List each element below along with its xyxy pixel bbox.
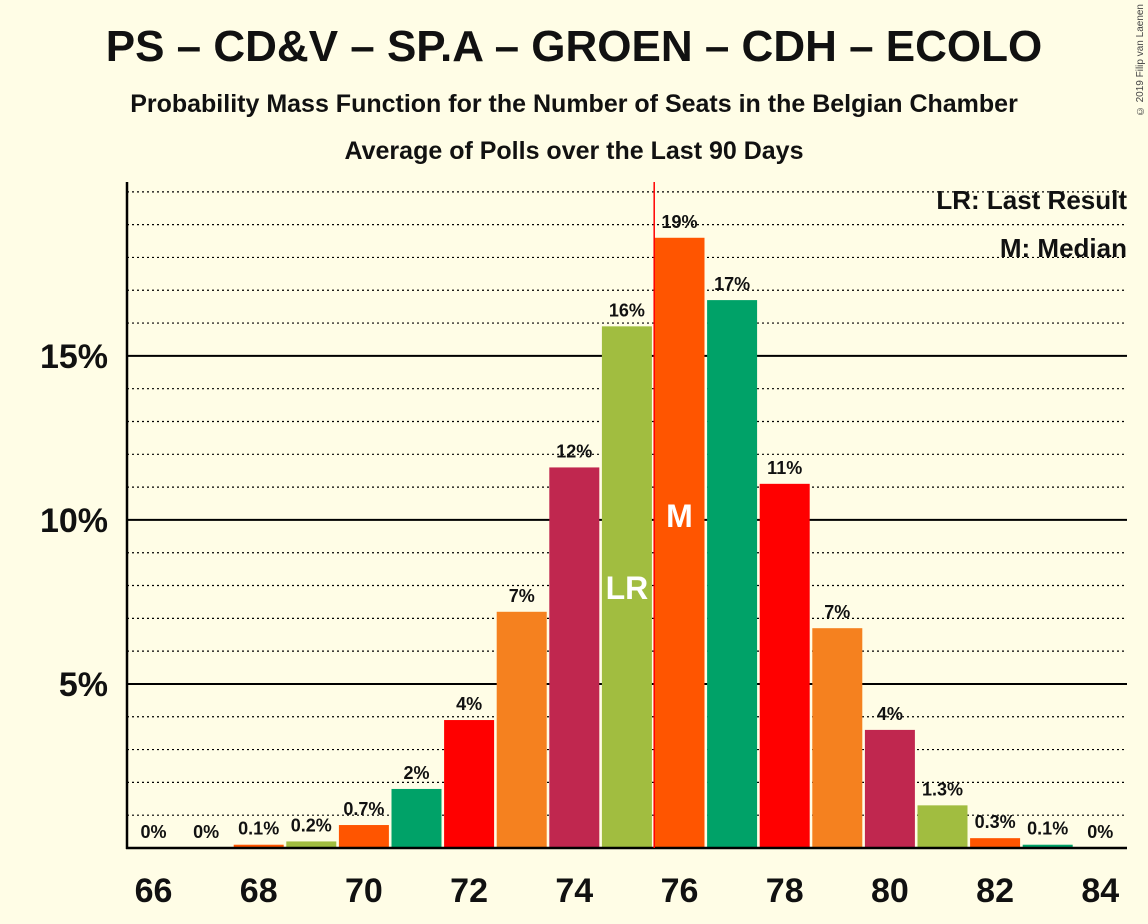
bar	[286, 841, 337, 848]
y-tick-label: 15%	[40, 338, 108, 376]
x-tick-label: 82	[976, 872, 1014, 910]
y-tick-label: 5%	[59, 666, 108, 704]
x-tick-label: 84	[1081, 872, 1119, 910]
markers: LR M	[606, 182, 693, 848]
x-tick-label: 72	[450, 872, 488, 910]
x-tick-label: 78	[766, 872, 804, 910]
bar	[707, 300, 758, 848]
bar-value-label: 4%	[877, 704, 903, 724]
bar-value-label: 16%	[609, 300, 645, 320]
x-tick-label: 74	[555, 872, 593, 910]
median-marker: M	[666, 498, 693, 534]
bar	[812, 628, 863, 848]
chart-subtitle: Probability Mass Function for the Number…	[130, 90, 1018, 118]
bar-value-label: 4%	[456, 694, 482, 714]
bar	[970, 838, 1021, 848]
last-result-marker: LR	[606, 570, 649, 606]
bar-value-label: 0%	[140, 822, 166, 842]
chart-title: PS – CD&V – SP.A – GROEN – CDH – ECOLO	[105, 22, 1043, 71]
bars	[233, 237, 1073, 849]
bar	[601, 326, 652, 848]
axes	[125, 182, 1127, 850]
bar	[391, 788, 442, 848]
bar	[864, 729, 915, 848]
bar-value-label: 12%	[556, 441, 592, 461]
bar-value-label: 2%	[403, 763, 429, 783]
y-tick-label: 10%	[40, 502, 108, 540]
bar-value-label: 19%	[661, 212, 697, 232]
x-tick-label: 70	[345, 872, 383, 910]
bar	[654, 237, 705, 849]
legend-median: M: Median	[1000, 233, 1127, 263]
tick-labels: 5% 10% 15% 66 68 70 72 74 76 78 80 82 84	[40, 338, 1119, 910]
bar-value-label: 7%	[509, 586, 535, 606]
bar	[233, 844, 284, 848]
bar	[549, 467, 600, 848]
bar-value-label: 7%	[824, 602, 850, 622]
bar	[1022, 844, 1073, 848]
bar-value-label: 0.1%	[238, 819, 279, 839]
x-tick-label: 80	[871, 872, 909, 910]
bar	[444, 720, 495, 848]
bar	[759, 483, 810, 848]
x-tick-label: 66	[135, 872, 173, 910]
bar-value-label: 0.2%	[291, 815, 332, 835]
bar-value-label: 0%	[1087, 822, 1113, 842]
bar-value-label: 0.3%	[975, 812, 1016, 832]
bar-value-label: 0.7%	[343, 799, 384, 819]
bar-value-label: 1.3%	[922, 779, 963, 799]
bar-value-label: 0%	[193, 822, 219, 842]
chart-subtitle-2: Average of Polls over the Last 90 Days	[344, 137, 804, 165]
bar-value-label: 11%	[767, 458, 802, 478]
bar-value-label: 17%	[714, 274, 750, 294]
bar	[917, 805, 968, 848]
bar	[496, 611, 547, 848]
bar	[338, 825, 389, 848]
bar-labels: 0% 0% 0.1% 0.2% 0.7% 2% 4% 7% 12% 16% 19% 17% 11% 7% 4…	[140, 212, 1113, 842]
legend-last-result: LR: Last Result	[936, 185, 1127, 215]
x-tick-label: 76	[661, 872, 699, 910]
bar-value-label: 0.1%	[1027, 819, 1068, 839]
x-tick-label: 68	[240, 872, 278, 910]
